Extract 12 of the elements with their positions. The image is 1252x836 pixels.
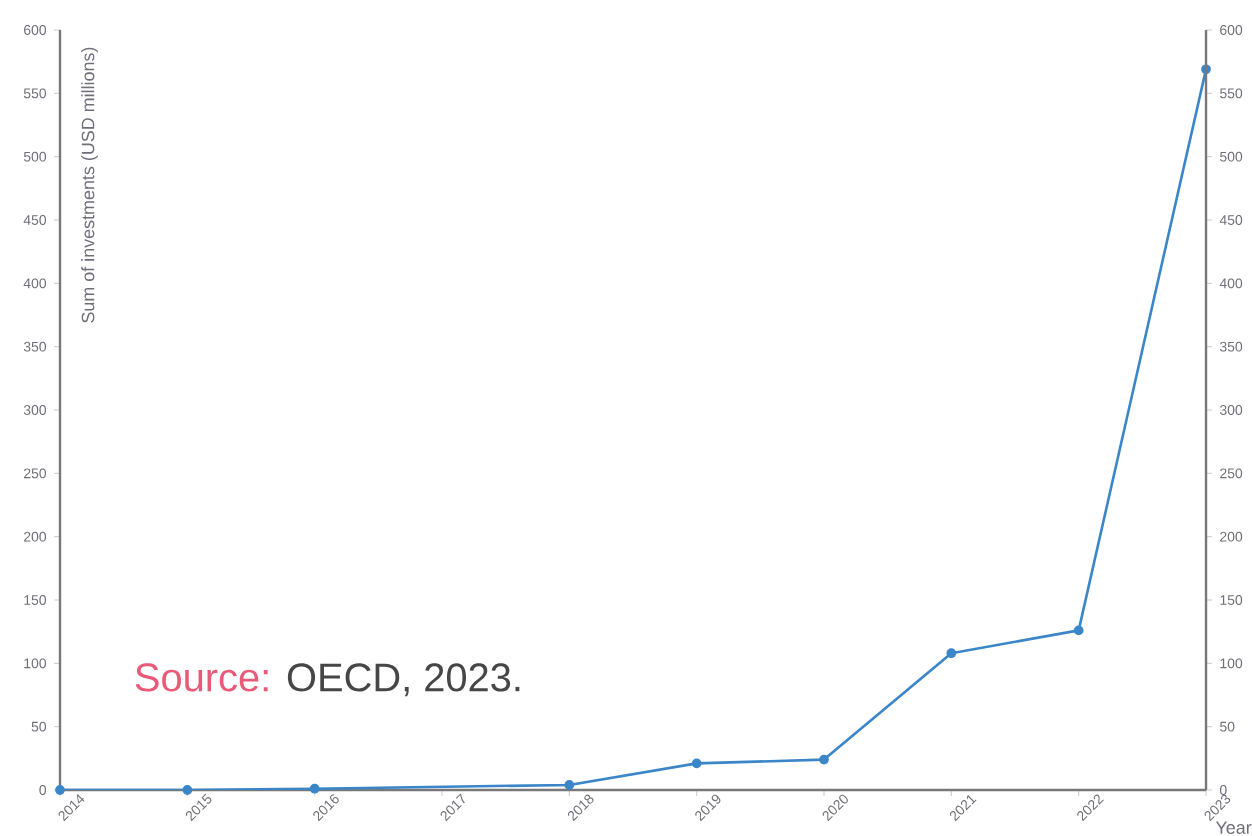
- point: [55, 785, 65, 795]
- point: [182, 785, 193, 795]
- point: [946, 648, 957, 659]
- point: [309, 783, 320, 794]
- annotation: OECD, 2023.: [287, 663, 520, 697]
- x-axis-title: Year: [1215, 821, 1252, 834]
- y-axis-title: Sum of investments (USD millions): [81, 47, 98, 323]
- point: [819, 754, 829, 765]
- point: [564, 780, 575, 790]
- point: [691, 758, 702, 769]
- annotation: Source:: [135, 663, 268, 692]
- point: [1073, 625, 1084, 636]
